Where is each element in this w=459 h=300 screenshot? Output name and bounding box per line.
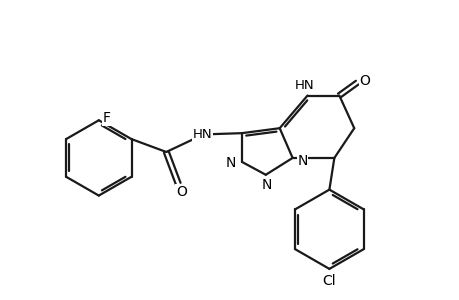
- Text: O: O: [175, 184, 186, 199]
- Text: N: N: [225, 156, 235, 170]
- Text: HN: HN: [192, 128, 212, 141]
- Text: Cl: Cl: [322, 274, 336, 288]
- Text: F: F: [102, 111, 111, 125]
- Text: O: O: [359, 74, 370, 88]
- Text: HN: HN: [294, 79, 313, 92]
- Text: N: N: [261, 178, 271, 192]
- Text: N: N: [297, 154, 307, 168]
